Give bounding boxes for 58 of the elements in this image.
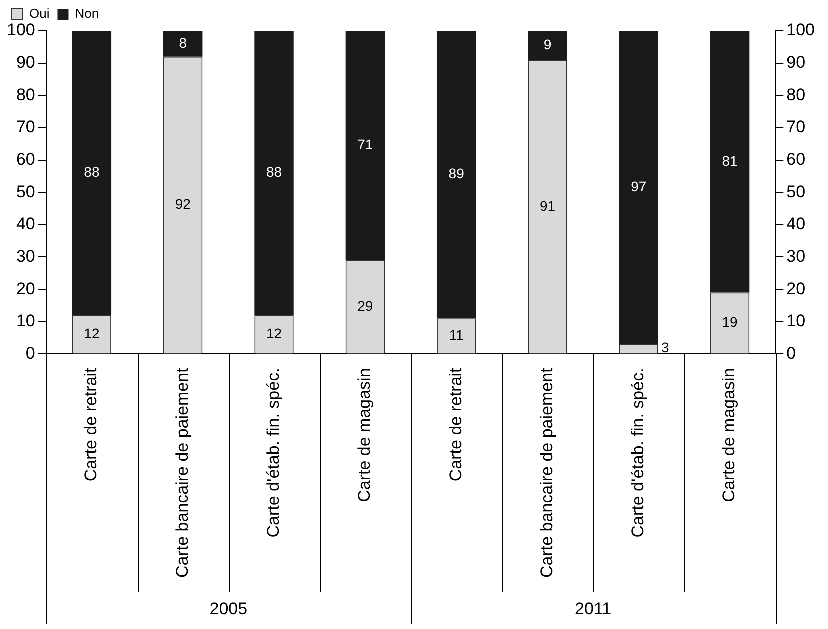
data-label: 12 <box>266 325 282 342</box>
x-tick-label: Carte bancaire de paiement <box>537 368 556 578</box>
bar <box>619 31 658 345</box>
data-label: 11 <box>449 327 464 344</box>
y2-tick-label: 10 <box>786 312 806 331</box>
y-tick-label: 80 <box>16 85 36 104</box>
bar <box>710 31 750 293</box>
x-tick-label: Carte d'étab. fin. spéc. <box>264 368 283 538</box>
bar <box>164 31 203 57</box>
y2-tick-label: 100 <box>786 20 816 40</box>
y-tick-label: 20 <box>16 279 36 298</box>
data-label: 97 <box>631 178 647 195</box>
bar <box>254 31 294 316</box>
data-label: 89 <box>448 166 465 182</box>
x-tick-label: Carte de magasin <box>355 368 374 502</box>
y2-tick-label: 90 <box>786 53 806 72</box>
legend-label: Oui <box>30 6 50 22</box>
x-tick-label: Carte de retrait <box>446 368 466 482</box>
y2-tick-label: 20 <box>786 279 806 298</box>
data-label: 81 <box>722 152 738 169</box>
y2-tick-label: 30 <box>786 246 806 266</box>
data-label: 8 <box>179 34 188 51</box>
y-tick-label: 60 <box>16 150 36 169</box>
text: 2011 <box>575 600 612 619</box>
data-label: 19 <box>722 314 738 330</box>
data-label: 3 <box>661 340 670 356</box>
data-label: 12 <box>84 325 100 342</box>
y2-tick-label: 0 <box>786 344 796 363</box>
y-tick-label: 40 <box>16 214 36 234</box>
data-label: 88 <box>266 164 282 180</box>
y-tick-label: 10 <box>16 312 36 331</box>
y-tick-label: 70 <box>16 118 36 137</box>
y2-tick-label: 70 <box>786 118 806 137</box>
data-label: 71 <box>358 136 374 153</box>
text: 2005 <box>210 600 248 619</box>
y2-tick-label: 80 <box>786 85 806 104</box>
y-tick-label: 100 <box>6 20 36 40</box>
y-tick-label: 0 <box>26 344 36 363</box>
x-tick-label: Carte d'étab. fin. spéc. <box>628 368 648 538</box>
y2-tick-label: 60 <box>786 150 806 169</box>
data-label: 92 <box>175 196 192 212</box>
data-label: 29 <box>358 298 374 314</box>
y-tick-label: 30 <box>16 246 36 266</box>
y2-tick-label: 40 <box>786 214 806 234</box>
y-tick-label: 50 <box>16 182 36 202</box>
x-tick-label: Carte bancaire de paiement <box>172 368 192 578</box>
x-tick-label: Carte de magasin <box>720 368 739 502</box>
y2-tick-label: 50 <box>786 182 806 202</box>
bar <box>528 31 568 60</box>
y-tick-label: 90 <box>16 53 36 72</box>
bar <box>72 31 112 316</box>
legend-label: Non <box>75 6 100 22</box>
data-label: 91 <box>540 198 556 214</box>
data-label: 88 <box>84 164 100 180</box>
data-label: 9 <box>544 36 552 52</box>
bar <box>346 31 386 260</box>
bar <box>436 31 476 319</box>
x-tick-label: Carte de retrait <box>82 368 101 482</box>
